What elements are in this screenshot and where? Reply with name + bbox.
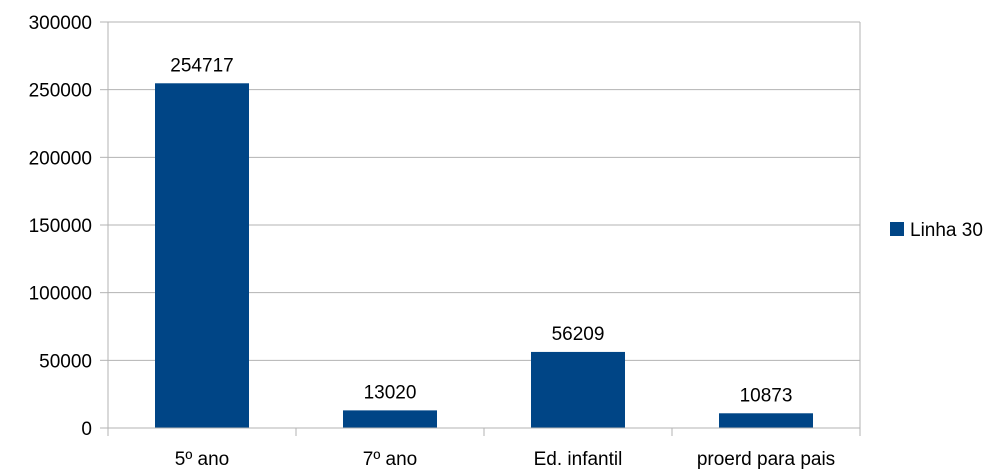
y-tick-label: 0	[81, 419, 92, 440]
data-label: 13020	[364, 382, 417, 403]
y-tick-label: 300000	[29, 13, 92, 34]
y-tick-label: 200000	[29, 148, 92, 169]
y-tick-label: 100000	[29, 284, 92, 305]
bar	[719, 413, 813, 428]
bar	[155, 83, 249, 428]
bar	[343, 410, 437, 428]
x-tick-label: 5º ano	[175, 449, 230, 470]
y-axis-ticks: 0 50000 100000 150000 200000 250000 300000	[29, 13, 92, 440]
y-tick-label: 50000	[39, 351, 92, 372]
bars	[155, 83, 813, 428]
x-tick-label: 7º ano	[363, 449, 418, 470]
data-label: 56209	[552, 324, 605, 345]
y-tick-label: 150000	[29, 216, 92, 237]
data-labels: 254717 13020 56209 10873	[170, 55, 792, 406]
x-axis-ticks: 5º ano 7º ano Ed. infantil proerd para pais	[175, 449, 835, 470]
x-tick-label: Ed. infantil	[534, 449, 623, 470]
legend-swatch	[890, 222, 904, 236]
data-label: 10873	[740, 385, 793, 406]
y-tick-label: 250000	[29, 81, 92, 102]
axes	[100, 21, 861, 436]
legend: Linha 30	[890, 220, 983, 241]
x-tick-label: proerd para pais	[697, 449, 835, 470]
data-label: 254717	[170, 55, 233, 76]
bar	[531, 351, 625, 428]
legend-label: Linha 30	[910, 220, 983, 241]
